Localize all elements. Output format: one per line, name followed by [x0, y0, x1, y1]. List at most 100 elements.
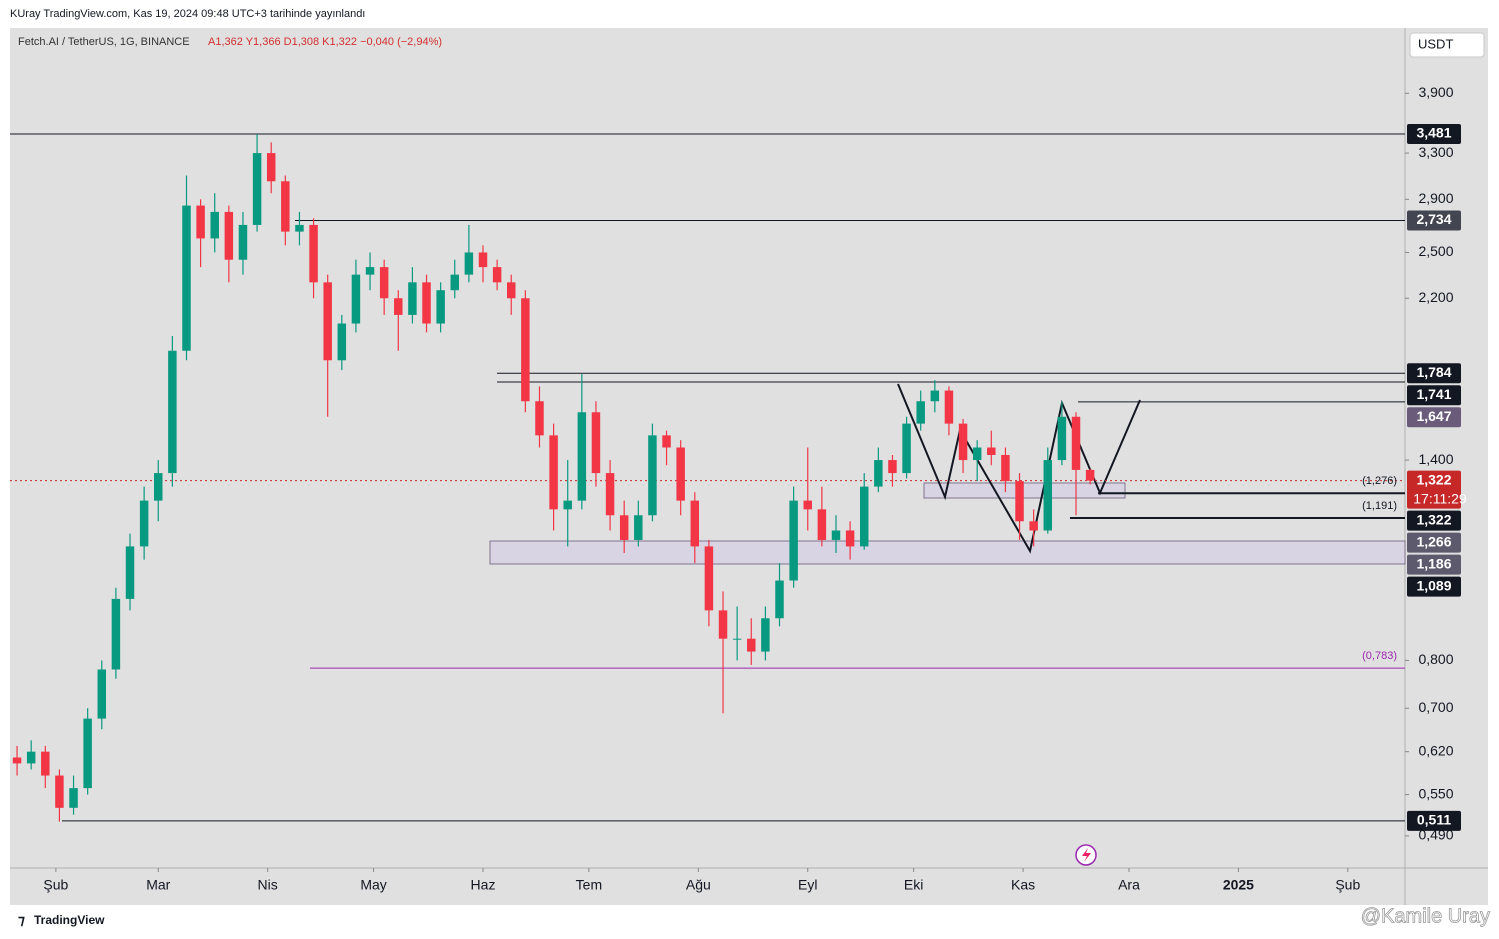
candle-body — [789, 500, 798, 581]
candle-body — [1029, 521, 1038, 531]
candle-body — [845, 530, 855, 547]
price-badge-label: 1,322 — [1416, 511, 1451, 527]
y-tick-label: 0,620 — [1418, 742, 1453, 758]
candle-body — [634, 515, 643, 540]
candle-body — [450, 274, 459, 291]
candle-body — [944, 390, 954, 424]
candle-body — [139, 500, 149, 547]
candle-body — [196, 205, 205, 239]
brand: TradingView — [34, 913, 105, 927]
candle-body — [662, 435, 671, 448]
candle-body — [478, 252, 488, 268]
candle-body — [817, 509, 827, 540]
candle-body — [394, 298, 403, 315]
level-note: (0,783) — [1362, 650, 1397, 662]
candle-body — [930, 390, 940, 402]
candle-body — [97, 669, 107, 719]
candle-body — [210, 211, 219, 239]
candle-body — [1057, 416, 1067, 461]
candle-body — [507, 282, 516, 299]
price-badge-label: 1,784 — [1416, 364, 1451, 380]
price-badge-label: 3,481 — [1416, 125, 1451, 141]
price-badge-label: 0,511 — [1417, 812, 1451, 828]
candle-body — [26, 751, 36, 764]
currency[interactable]: USDT — [1418, 36, 1453, 51]
y-tick-label: 2,200 — [1418, 289, 1453, 305]
x-tick-label: 2025 — [1223, 877, 1254, 893]
candle-body — [521, 298, 530, 402]
x-tick-label: Nis — [258, 877, 278, 893]
x-tick-label: May — [360, 877, 386, 893]
candle-body — [676, 447, 685, 501]
candle-body — [718, 610, 728, 639]
candle-body — [549, 435, 558, 510]
candle-body — [422, 282, 431, 324]
candle-body — [704, 546, 714, 611]
candle-body — [238, 224, 248, 260]
chart-background — [10, 28, 1488, 905]
candle-body — [69, 788, 78, 808]
published-note: KUray TradingView.com, Kas 19, 2024 09:4… — [10, 8, 365, 20]
candle-body — [619, 515, 629, 540]
zone-box — [923, 482, 1126, 499]
candle-body — [987, 447, 996, 455]
level-note: (1,191) — [1362, 500, 1397, 512]
candle-body — [436, 290, 445, 324]
y-tick-label: 0,800 — [1418, 651, 1453, 667]
x-tick-label: Ara — [1118, 877, 1140, 893]
candle-body — [12, 757, 22, 764]
price-badge — [1407, 385, 1461, 406]
candle-body — [831, 530, 841, 540]
candle-body — [916, 401, 925, 424]
y-tick-label: 3,900 — [1418, 84, 1453, 100]
event-icon-bolt — [1082, 848, 1091, 862]
x-tick-label: Mar — [146, 877, 170, 893]
candle-body — [309, 224, 318, 283]
candle-body — [577, 412, 587, 501]
x-tick-label: Ağu — [686, 877, 711, 893]
candle-body — [732, 638, 742, 640]
candle-body — [747, 638, 756, 652]
candle-body — [535, 401, 544, 436]
price-badge-label: 2,734 — [1416, 211, 1451, 227]
candle-body — [888, 460, 897, 474]
candle-body — [1043, 460, 1053, 531]
candle-body — [111, 598, 121, 670]
ohlc: A1,362 Y1,366 D1,308 K1,322 −0,040 (−2,9… — [208, 36, 442, 48]
candle-body — [408, 282, 417, 315]
price-badge-label: 1,322 — [1416, 471, 1451, 487]
candle-body — [1001, 454, 1010, 482]
price-badge — [1407, 810, 1461, 831]
countdown: 17:11:29 — [1413, 490, 1467, 506]
x-tick-label: Şub — [43, 877, 68, 893]
price-badge-label: 1,186 — [1416, 555, 1451, 571]
price-badge — [1407, 210, 1461, 231]
y-tick-label: 2,500 — [1418, 243, 1453, 259]
candle-body — [83, 718, 92, 789]
candle-body — [41, 751, 50, 776]
candle-body — [182, 205, 191, 351]
candle-body — [266, 153, 276, 182]
candle-body — [492, 267, 502, 283]
price-badge — [1407, 532, 1461, 553]
candle-body — [125, 546, 135, 599]
x-tick-label: Tem — [576, 877, 602, 893]
candle-body — [1071, 416, 1081, 470]
candle-body — [591, 412, 601, 474]
y-tick-label: 0,550 — [1418, 785, 1453, 801]
candle-body — [775, 580, 784, 619]
price-badge — [1407, 554, 1461, 575]
candle-body — [281, 181, 290, 232]
candle-body — [295, 224, 304, 232]
candle-body — [690, 500, 700, 547]
candle-body — [605, 473, 615, 516]
candle-body — [972, 447, 982, 461]
price-badge — [1407, 407, 1461, 428]
price-badge-label: 1,741 — [1416, 386, 1451, 402]
currency-button[interactable] — [1409, 32, 1485, 58]
y-tick-label: 3,300 — [1418, 144, 1453, 160]
candle-body — [464, 252, 474, 275]
candle-body — [803, 500, 812, 510]
brand-logo: ⁊ — [18, 912, 25, 928]
